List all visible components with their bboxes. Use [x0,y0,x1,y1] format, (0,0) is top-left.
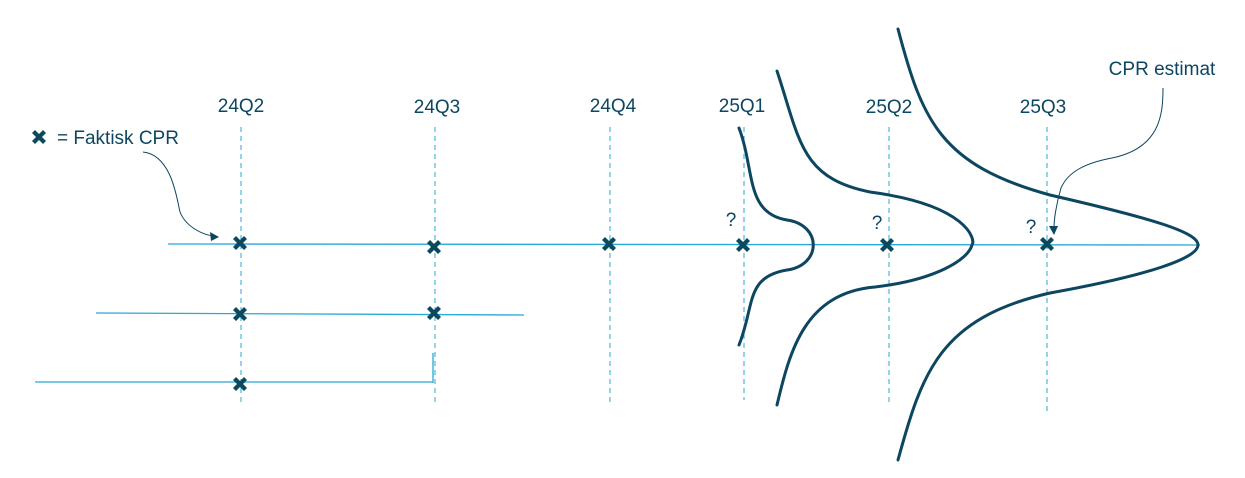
distribution-curve-25q3 [896,27,1200,462]
legend-label: = Faktisk CPR [57,128,179,149]
quarter-label-24q4: 24Q4 [590,96,637,117]
timeline-1 [167,243,1201,246]
arrowhead-icon [210,232,219,241]
annotation-arrow-line [1053,87,1164,229]
cross-marker-icon [736,238,750,252]
legend-pointer-arrow [142,151,219,241]
quarter-label-24q2: 24Q2 [218,96,264,117]
actual-cpr-markers [233,236,1054,391]
quarter-gridlines [240,127,1048,415]
unknown-marker-25q3: ? [1026,217,1037,238]
cross-marker-icon [427,306,441,320]
distribution-curve-25q2 [775,69,975,407]
quarter-label-25q1: 25Q1 [719,96,765,117]
cross-marker-icon [233,377,247,391]
cross-marker-icon [32,130,46,144]
timeline-2 [95,312,525,316]
arrowhead-icon [1049,226,1058,235]
timelines [35,243,1201,383]
cross-marker-icon [233,307,247,321]
unknown-markers: ? ? ? [726,210,1037,238]
cross-marker-icon [1040,237,1054,251]
cross-marker-icon [880,238,894,252]
estimate-distributions [737,27,1200,462]
quarter-label-25q3: 25Q3 [1020,97,1066,118]
quarter-labels: 24Q2 24Q3 24Q4 25Q1 25Q2 25Q3 [218,96,1066,118]
cross-marker-icon [602,237,616,251]
unknown-marker-25q1: ? [726,210,737,231]
annotation-label: CPR estimat [1109,59,1216,80]
quarter-label-24q3: 24Q3 [414,97,460,118]
quarter-label-25q2: 25Q2 [866,97,912,118]
legend: = Faktisk CPR [32,128,179,149]
unknown-marker-25q2: ? [872,213,883,234]
cross-marker-icon [427,240,441,254]
annotation-cpr-estimat: CPR estimat [1049,59,1216,235]
cross-marker-icon [233,236,247,250]
legend-arrow-line [142,151,215,237]
distribution-curve-25q1 [737,126,815,347]
